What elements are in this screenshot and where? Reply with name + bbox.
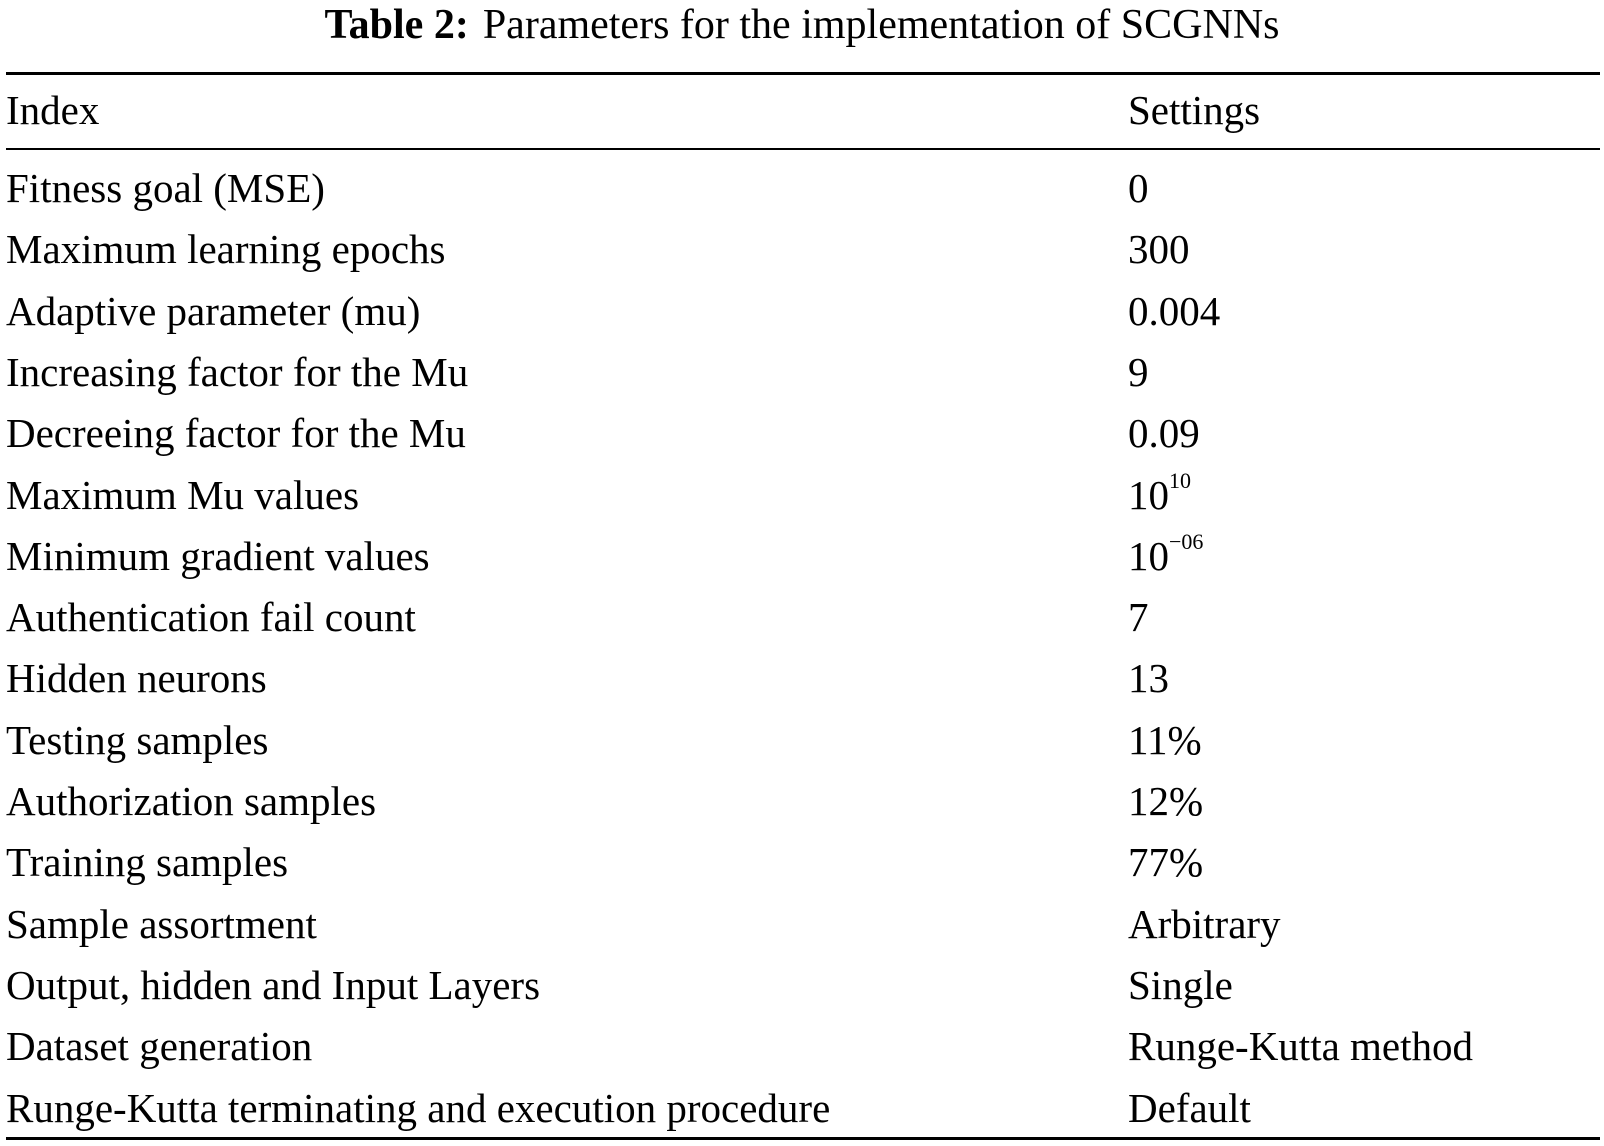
index-cell: Adaptive parameter (mu) <box>6 287 421 334</box>
header-index: Index <box>6 87 100 133</box>
setting-value: Single <box>1128 961 1233 1008</box>
setting-value: 9 <box>1128 348 1149 395</box>
setting-value: 12% <box>1128 778 1204 824</box>
index-cell: Sample assortment <box>6 900 317 947</box>
setting-value: 0.004 <box>1128 287 1221 334</box>
setting-value: Default <box>1128 1084 1251 1131</box>
index-cell: Decreeing factor for the Mu <box>6 410 466 457</box>
setting-cell: Runge-Kutta method <box>1128 1016 1473 1077</box>
setting-cell: 11% <box>1128 710 1202 771</box>
setting-cell: 7 <box>1128 587 1149 648</box>
top-rule <box>6 72 1600 75</box>
setting-value: 7 <box>1128 594 1149 641</box>
index-cell: Authorization samples <box>6 778 377 824</box>
table-row: Training samples 77% <box>6 832 1600 893</box>
setting-value: 11% <box>1128 716 1202 763</box>
table-row: Maximum learning epochs 300 <box>6 219 1600 280</box>
header-rule <box>6 148 1600 150</box>
setting-cell: Single <box>1128 955 1233 1016</box>
table-row: Decreeing factor for the Mu 0.09 <box>6 403 1600 464</box>
index-cell: Minimum gradient values <box>6 532 430 579</box>
table-row: Adaptive parameter (mu) 0.004 <box>6 281 1600 342</box>
table-title: Parameters for the implementation of SCG… <box>482 2 1280 48</box>
setting-value: 77% <box>1128 839 1204 886</box>
setting-cell: 9 <box>1128 342 1149 403</box>
setting-cell: Default <box>1128 1078 1251 1139</box>
setting-value: 300 <box>1128 226 1190 273</box>
index-cell: Fitness goal (MSE) <box>6 165 325 211</box>
setting-cell: Arbitrary <box>1128 894 1281 955</box>
setting-cell: 0.09 <box>1128 403 1200 464</box>
table-row: Maximum Mu values 1010 <box>6 465 1600 526</box>
table-row: Hidden neurons 13 <box>6 648 1600 709</box>
setting-value: 0 <box>1128 165 1149 211</box>
setting-cell: 300 <box>1128 219 1190 280</box>
table-row: Authentication fail count 7 <box>6 587 1600 648</box>
index-cell: Output, hidden and Input Layers <box>6 961 541 1008</box>
table-row: Dataset generation Runge-Kutta method <box>6 1016 1600 1077</box>
table-row: Runge-Kutta terminating and execution pr… <box>6 1078 1600 1139</box>
table-row: Minimum gradient values 10−06 <box>6 526 1600 587</box>
setting-value: Runge-Kutta method <box>1128 1023 1474 1070</box>
table-row: Sample assortment Arbitrary <box>6 894 1600 955</box>
setting-cell: 13 <box>1128 648 1169 709</box>
setting-value: Arbitrary <box>1128 900 1281 947</box>
setting-value: 10 <box>1128 471 1169 518</box>
setting-cell: 10−06 <box>1128 526 1203 587</box>
setting-value: 13 <box>1128 655 1169 702</box>
table-row: Testing samples 11% <box>6 710 1600 771</box>
table-row: Authorization samples 12% <box>6 771 1600 832</box>
table-caption: Table 2: Parameters for the implementatio… <box>0 0 1604 50</box>
setting-cell: 0.004 <box>1128 281 1220 342</box>
index-cell: Maximum learning epochs <box>6 226 446 273</box>
setting-cell: 12% <box>1128 771 1203 832</box>
index-cell: Testing samples <box>6 716 269 763</box>
index-cell: Runge-Kutta terminating and execution pr… <box>6 1084 831 1131</box>
table-row: Fitness goal (MSE) 0 <box>6 158 1600 219</box>
index-cell: Maximum Mu values <box>6 471 360 518</box>
header-row: Index Settings <box>6 80 1600 141</box>
table-label: Table 2: <box>324 2 469 48</box>
setting-exponent: −06 <box>1169 529 1204 555</box>
index-cell: Increasing factor for the Mu <box>6 348 469 395</box>
table-row: Increasing factor for the Mu 9 <box>6 342 1600 403</box>
setting-exponent: 10 <box>1169 467 1191 493</box>
index-cell: Training samples <box>6 839 289 886</box>
setting-cell: 77% <box>1128 832 1203 893</box>
index-cell: Dataset generation <box>6 1023 313 1070</box>
setting-cell: 0 <box>1128 158 1149 219</box>
index-cell: Hidden neurons <box>6 655 267 702</box>
bottom-rule <box>6 1137 1600 1140</box>
setting-cell: 1010 <box>1128 465 1191 526</box>
header-settings: Settings <box>1128 87 1261 133</box>
setting-value: 0.09 <box>1128 410 1200 457</box>
index-cell: Authentication fail count <box>6 594 416 641</box>
table-row: Output, hidden and Input Layers Single <box>6 955 1600 1016</box>
setting-value: 10 <box>1128 532 1169 579</box>
